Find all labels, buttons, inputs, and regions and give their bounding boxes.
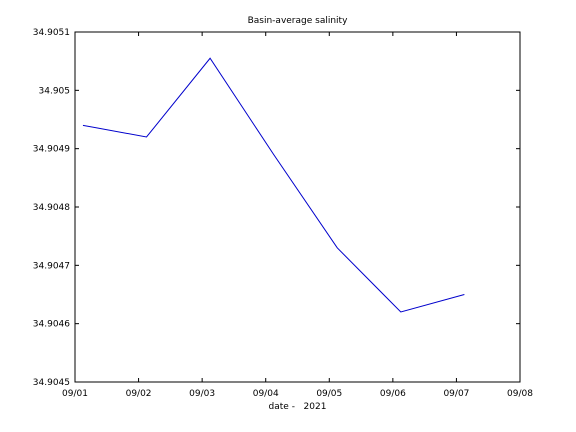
y-tick-label: 34.9047 xyxy=(33,261,70,271)
x-tick-label: 09/04 xyxy=(253,389,279,399)
x-tick-label: 09/06 xyxy=(380,389,406,399)
x-tick-label: 09/01 xyxy=(62,389,88,399)
x-tick-label: 09/07 xyxy=(443,389,469,399)
x-axis-label: date - 2021 xyxy=(269,402,327,412)
chart-title: Basin-average salinity xyxy=(248,16,348,26)
series-layer xyxy=(82,57,465,313)
x-tick-label: 09/03 xyxy=(189,389,215,399)
y-tick-label: 34.9046 xyxy=(33,320,70,330)
x-tick-label: 09/02 xyxy=(126,389,152,399)
series-line-0 xyxy=(82,57,465,313)
y-axis-ticks: 34.9045 34.9046 34.9047 34.9048 34.9049 34.90… xyxy=(33,28,520,388)
y-tick-label: 34.9051 xyxy=(33,28,70,38)
y-tick-label: 34.9048 xyxy=(33,203,70,213)
x-tick-label: 09/05 xyxy=(316,389,342,399)
y-tick-label: 34.9045 xyxy=(33,378,70,388)
x-axis-ticks: 09/01 09/02 09/03 09/04 09/05 09/06 09/07 09/08 xyxy=(62,32,533,399)
plot-area xyxy=(74,31,521,383)
y-tick-label: 34.905 xyxy=(39,86,71,96)
y-tick-label: 34.9049 xyxy=(33,145,70,155)
x-tick-label: 09/08 xyxy=(507,389,533,399)
